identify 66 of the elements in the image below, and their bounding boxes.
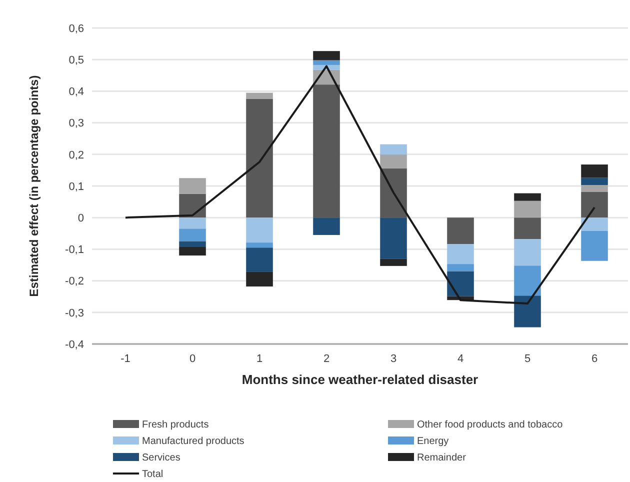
bar bbox=[514, 239, 541, 266]
bar bbox=[179, 241, 206, 247]
bar bbox=[447, 244, 474, 264]
bar bbox=[514, 218, 541, 240]
y-tick-label: -0,3 bbox=[65, 307, 84, 320]
x-tick-label: 3 bbox=[390, 353, 397, 365]
y-tick-label: 0,1 bbox=[68, 180, 84, 193]
x-tick-label: 6 bbox=[591, 353, 598, 365]
x-tick-label: 5 bbox=[524, 353, 531, 365]
y-tick-label: 0,5 bbox=[68, 54, 84, 66]
bar bbox=[246, 272, 273, 286]
y-tick-label: -0,4 bbox=[65, 338, 84, 351]
bar bbox=[313, 84, 340, 218]
bar bbox=[514, 200, 541, 218]
x-tick-label: 2 bbox=[323, 353, 330, 365]
bar bbox=[246, 248, 273, 272]
legend-label: Other food products and tobacco bbox=[417, 420, 564, 430]
legend-label: Fresh products bbox=[142, 420, 209, 430]
bar bbox=[380, 168, 407, 218]
bar bbox=[380, 144, 407, 154]
bar bbox=[313, 60, 340, 65]
x-tick-label: -1 bbox=[120, 353, 130, 365]
bar bbox=[581, 164, 608, 178]
y-tick-label: 0,2 bbox=[68, 149, 84, 162]
bar bbox=[246, 98, 273, 218]
y-tick-label: 0,6 bbox=[68, 22, 84, 35]
legend-label: Energy bbox=[417, 436, 449, 447]
bar bbox=[447, 218, 474, 244]
bar bbox=[179, 218, 206, 229]
y-tick-label: 0 bbox=[78, 212, 84, 224]
bar bbox=[246, 242, 273, 248]
bar bbox=[447, 271, 474, 296]
bar bbox=[581, 192, 608, 218]
y-tick-label: -0,1 bbox=[65, 244, 84, 256]
legend-label: Manufactured products bbox=[142, 436, 244, 447]
x-tick-label: 4 bbox=[457, 353, 464, 365]
y-tick-label: 0,3 bbox=[68, 118, 84, 130]
bar bbox=[581, 185, 608, 192]
y-tick-label: 0,4 bbox=[68, 86, 84, 98]
y-tick-label: -0,2 bbox=[65, 276, 84, 288]
bar bbox=[179, 246, 206, 256]
legend-label: Remainder bbox=[417, 452, 467, 464]
bar bbox=[514, 266, 541, 296]
x-tick-label: 1 bbox=[256, 353, 263, 365]
bar bbox=[581, 230, 608, 261]
bar bbox=[380, 258, 407, 266]
x-axis-title: Months since weather-related disaster bbox=[242, 372, 478, 387]
x-tick-label: 0 bbox=[189, 353, 196, 365]
bar bbox=[380, 154, 407, 168]
bar bbox=[514, 193, 541, 201]
bar bbox=[581, 218, 608, 231]
legend-label: Services bbox=[142, 452, 180, 464]
line-series bbox=[124, 65, 596, 305]
y-axis-title: Estimated effect (in percentage points) bbox=[27, 75, 41, 297]
bar bbox=[313, 51, 340, 60]
bar bbox=[179, 228, 206, 242]
bar bbox=[514, 296, 541, 328]
bar bbox=[313, 218, 340, 235]
bar bbox=[581, 178, 608, 186]
bar bbox=[380, 218, 407, 259]
legend-label: Total bbox=[142, 469, 164, 480]
bar bbox=[246, 92, 273, 99]
bar bbox=[179, 194, 206, 218]
bar bbox=[246, 218, 273, 243]
bar bbox=[447, 264, 474, 272]
bar bbox=[179, 178, 206, 194]
